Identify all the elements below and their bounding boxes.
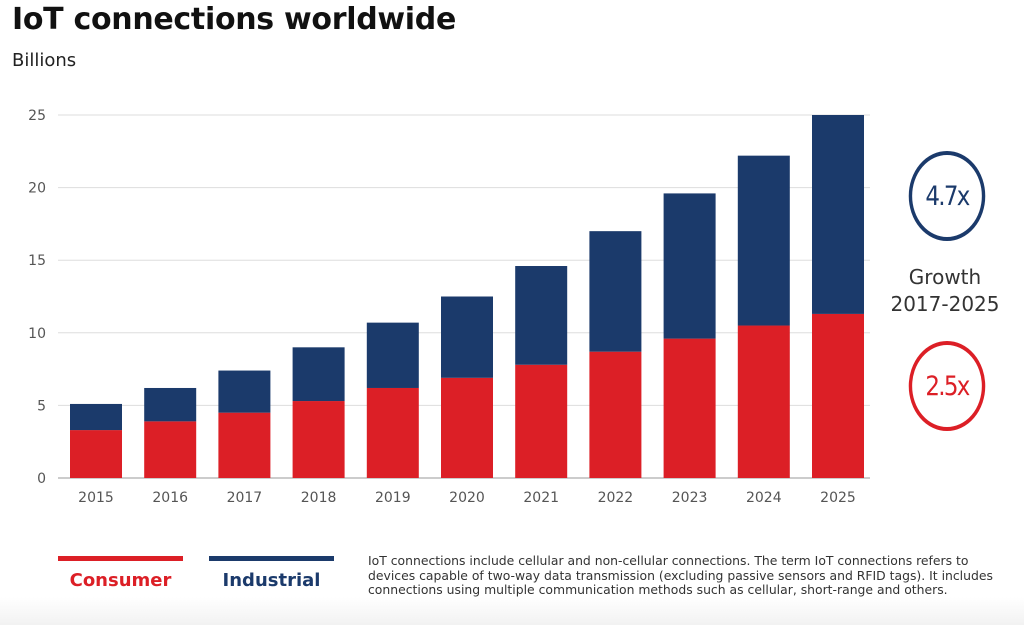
y-tick-label: 0 (37, 471, 46, 487)
legend-label-consumer: Consumer (69, 570, 172, 591)
y-tick-label: 10 (28, 326, 46, 342)
x-tick-label: 2018 (301, 490, 337, 506)
bar-consumer (70, 430, 122, 478)
bar-consumer (515, 364, 568, 478)
bar-consumer (144, 421, 197, 478)
x-tick-label: 2015 (78, 490, 114, 506)
x-tick-label: 2025 (820, 490, 856, 506)
x-tick-label: 2021 (523, 490, 559, 506)
bar-industrial (292, 347, 345, 402)
bar-industrial (589, 231, 642, 352)
footer-band (0, 597, 1024, 625)
bar-consumer (812, 313, 864, 478)
growth-label-line2: 2017-2025 (890, 292, 1000, 316)
bar-industrial (70, 403, 122, 431)
bar-industrial (812, 115, 864, 314)
y-tick-label: 25 (28, 108, 46, 124)
bar-consumer (366, 387, 419, 478)
bar-industrial (366, 322, 419, 388)
bar-industrial (218, 370, 271, 413)
y-tick-label: 20 (28, 181, 46, 197)
bar-industrial (663, 193, 716, 339)
bar-consumer (663, 338, 716, 478)
x-tick-label: 2016 (152, 490, 188, 506)
x-tick-label: 2024 (746, 490, 782, 506)
legend-swatch-consumer (58, 556, 183, 561)
growth-label-line1: Growth (908, 265, 982, 289)
growth-label: Growth 2017-2025 (890, 264, 1000, 318)
x-tick-label: 2023 (672, 490, 708, 506)
chart-title: IoT connections worldwide (12, 2, 457, 37)
legend-item-industrial: Industrial (209, 556, 334, 591)
y-tick-label: 5 (37, 398, 46, 414)
legend-swatch-industrial (209, 556, 334, 561)
legend-label-industrial: Industrial (222, 570, 321, 591)
x-tick-label: 2019 (375, 490, 411, 506)
legend-item-consumer: Consumer (58, 556, 183, 591)
bar-industrial (515, 266, 568, 365)
x-tick-label: 2022 (598, 490, 634, 506)
x-tick-label: 2017 (227, 490, 263, 506)
bar-industrial (441, 296, 493, 378)
bar-consumer (441, 377, 493, 478)
chart-subtitle: Billions (12, 50, 77, 71)
bar-industrial (737, 155, 790, 326)
bar-consumer (737, 325, 790, 478)
industrial-growth-circle: 4.7x (908, 151, 986, 241)
bar-consumer (292, 401, 345, 478)
bar-consumer (218, 412, 271, 478)
consumer-growth-circle: 2.5x (908, 341, 986, 431)
x-tick-label: 2020 (449, 490, 485, 506)
y-tick-label: 15 (28, 253, 46, 269)
bar-industrial (144, 387, 197, 422)
bar-consumer (589, 351, 642, 478)
